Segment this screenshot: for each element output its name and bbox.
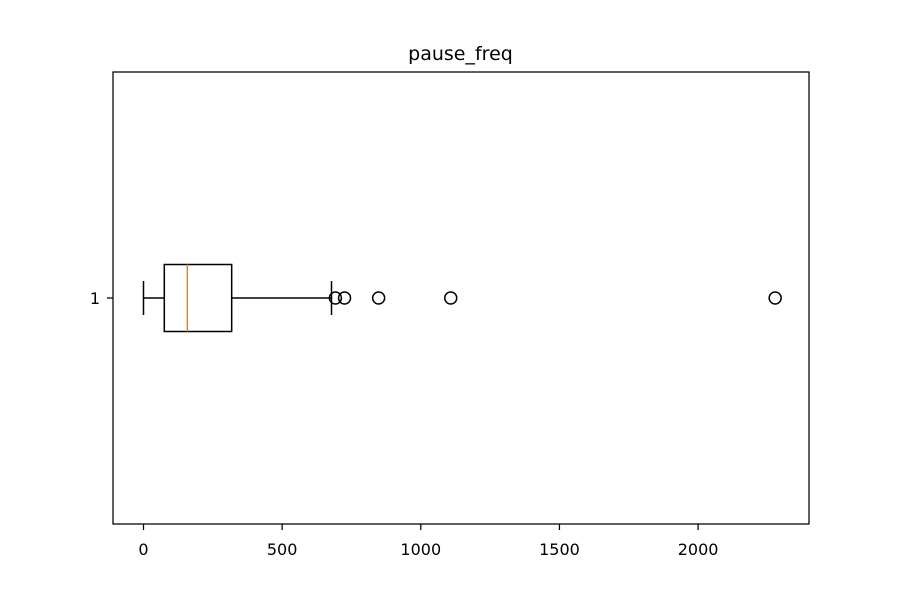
- box-iqr: [163, 263, 233, 333]
- box-group: [142, 263, 782, 333]
- x-tick-label: 2000: [678, 540, 719, 559]
- x-tick-label: 1500: [539, 540, 580, 559]
- outlier-point: [443, 291, 458, 305]
- chart-title: pause_freq: [408, 43, 513, 65]
- outlier-point: [337, 291, 352, 305]
- y-axis: 1: [90, 289, 113, 308]
- outlier-point: [768, 291, 782, 305]
- outlier-point: [328, 291, 343, 305]
- outlier-point: [371, 291, 386, 305]
- x-tick-label: 500: [267, 540, 298, 559]
- plot-frame: [112, 71, 810, 525]
- plot-area: [142, 263, 782, 333]
- x-axis: 0 500 1000 1500 2000: [138, 524, 718, 559]
- x-tick-label: 1000: [400, 540, 441, 559]
- y-tick-label: 1: [90, 289, 100, 308]
- x-tick-label: 0: [138, 540, 148, 559]
